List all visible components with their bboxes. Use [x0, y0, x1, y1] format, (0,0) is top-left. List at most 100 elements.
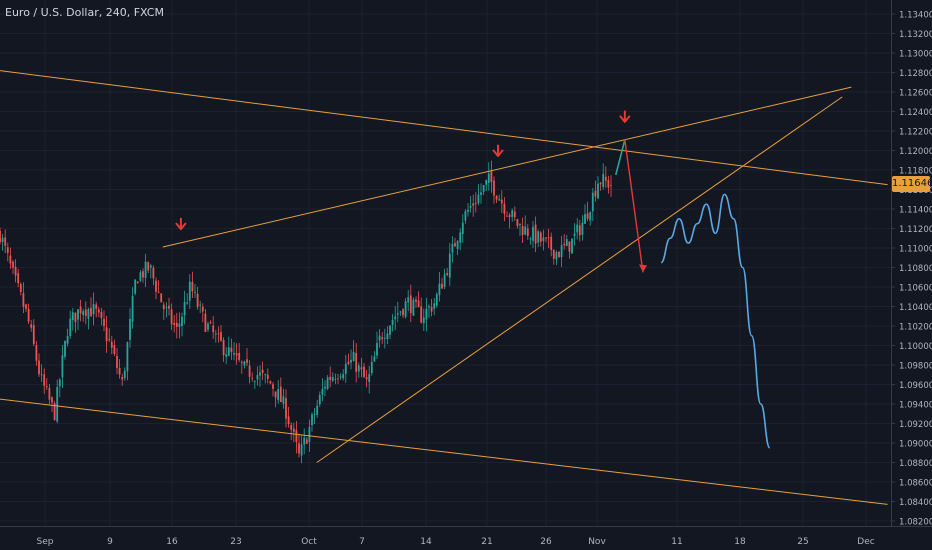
candle-body — [69, 318, 72, 337]
candle-body — [160, 293, 163, 303]
x-tick-label: Oct — [301, 537, 317, 547]
candle-body — [516, 219, 519, 226]
trendlines-group[interactable] — [0, 70, 888, 505]
candle-body — [285, 398, 287, 419]
candle-body — [318, 394, 321, 405]
candle-body — [56, 386, 59, 422]
candle-body — [248, 365, 251, 377]
candle-body — [155, 280, 157, 292]
candle-body — [58, 379, 61, 387]
candle-body — [61, 355, 64, 378]
candle-body — [360, 367, 363, 370]
y-tick-label: 1.08200 — [899, 518, 932, 528]
candle-body — [456, 240, 459, 249]
y-tick-label: 1.09400 — [899, 401, 932, 411]
candle-body — [422, 317, 425, 324]
candle-body — [165, 307, 168, 309]
candle-body — [32, 325, 35, 345]
candle-body — [118, 367, 121, 375]
candle-body — [532, 226, 534, 241]
candle-body — [188, 281, 191, 301]
candle-body — [246, 359, 248, 363]
candle-body — [568, 241, 571, 252]
y-tick-label: 1.09800 — [899, 362, 932, 372]
candle-body — [526, 228, 529, 237]
candle-body — [300, 444, 303, 456]
y-tick-label: 1.10000 — [899, 342, 932, 352]
candle-body — [4, 237, 7, 246]
candle-body — [105, 327, 108, 342]
candle-body — [607, 179, 610, 188]
x-tick-label: 11 — [671, 537, 682, 547]
candle-body — [100, 312, 103, 318]
candle-body — [472, 203, 475, 206]
candle-body — [147, 262, 150, 271]
candle-body — [277, 389, 280, 401]
x-tick-label: Nov — [588, 537, 606, 547]
candle-body — [542, 237, 545, 241]
candle-body — [482, 184, 485, 192]
y-tick-label: 1.10600 — [899, 284, 932, 294]
candle-body — [103, 318, 105, 327]
x-tick-label: 25 — [797, 537, 808, 547]
candle-body — [139, 272, 142, 281]
time-axis[interactable]: Sep 9 16 23 Oct 7 14 21 26 Nov 11 18 25 Dec — [37, 537, 875, 547]
y-tick-label: 1.12400 — [899, 108, 932, 118]
candle-body — [373, 356, 376, 362]
candle-body — [308, 427, 311, 443]
candle-body — [446, 273, 449, 275]
projection-group[interactable] — [615, 139, 771, 449]
candle-body — [84, 309, 87, 316]
candle-body — [201, 306, 204, 312]
candle-body — [272, 384, 274, 389]
candle-body — [74, 312, 77, 323]
candle-body — [77, 309, 79, 320]
candle-body — [555, 252, 558, 260]
x-tick-label: 7 — [359, 537, 365, 547]
candle-body — [428, 306, 430, 308]
candle-body — [144, 261, 147, 278]
candle-body — [394, 316, 397, 320]
candle-body — [90, 307, 92, 317]
candle-body — [480, 192, 482, 195]
candle-body — [243, 361, 246, 366]
x-tick-label: 16 — [166, 537, 178, 547]
x-tick-label: 9 — [107, 537, 113, 547]
y-tick-label: 1.12000 — [899, 147, 932, 157]
candle-body — [529, 238, 532, 240]
candle-body — [339, 376, 342, 378]
candle-body — [40, 374, 43, 376]
candle-body — [430, 307, 433, 312]
candle-body — [399, 311, 402, 313]
candle-body — [560, 245, 563, 258]
candle-body — [108, 339, 111, 340]
candle-body — [48, 387, 51, 400]
candle-body — [331, 376, 334, 381]
y-tick-label: 1.10400 — [899, 303, 932, 313]
down-arrow-icon — [619, 110, 631, 123]
candle-body — [498, 199, 501, 201]
candle-body — [6, 247, 9, 253]
x-tick-label: 23 — [230, 537, 241, 547]
candle-body — [558, 252, 560, 258]
candle-body — [129, 318, 131, 340]
candle-body — [168, 305, 170, 309]
candle-body — [433, 303, 436, 309]
candle-body — [355, 353, 358, 372]
price-axis[interactable]: 1.13400 1.13200 1.13000 1.12800 1.12600 1.124… — [891, 11, 932, 528]
candle-body — [513, 211, 516, 218]
candle-body — [256, 374, 259, 380]
arrows-group — [175, 110, 631, 231]
candle-body — [30, 324, 33, 328]
down-arrow-icon — [492, 144, 504, 157]
candle-body — [495, 195, 498, 200]
candle-body — [196, 293, 199, 307]
candle-body — [396, 313, 399, 315]
candle-body — [53, 403, 56, 420]
candle-body — [19, 284, 22, 292]
candle-body — [274, 391, 277, 398]
candle-body — [238, 353, 241, 360]
candle-body — [25, 304, 27, 309]
candle-body — [402, 309, 404, 316]
